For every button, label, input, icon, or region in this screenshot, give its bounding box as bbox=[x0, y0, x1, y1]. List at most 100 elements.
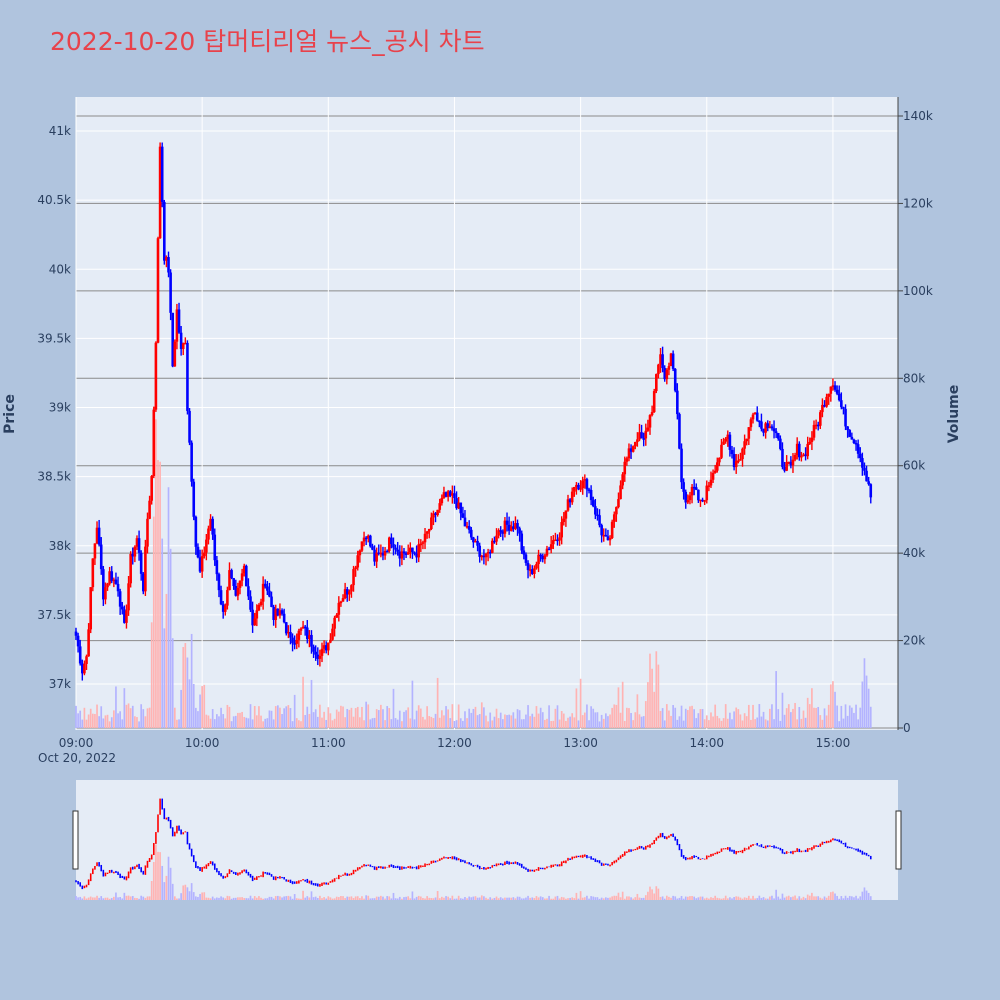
candle-body bbox=[320, 648, 324, 656]
candle-body bbox=[327, 642, 330, 651]
candle-body bbox=[377, 552, 381, 554]
candle-body bbox=[793, 455, 797, 460]
volume-bar bbox=[504, 714, 506, 728]
candle-body bbox=[419, 543, 423, 546]
volume-bar bbox=[369, 719, 372, 728]
slider-volume-bar bbox=[790, 897, 792, 900]
volume-bar bbox=[853, 712, 855, 728]
slider-volume-bar bbox=[821, 898, 824, 900]
range-slider-background[interactable] bbox=[76, 780, 898, 900]
volume-bar bbox=[792, 708, 794, 728]
candle-body bbox=[436, 509, 439, 516]
candle-body bbox=[484, 553, 488, 558]
candle-body bbox=[785, 462, 788, 471]
slider-volume-bar bbox=[377, 896, 380, 900]
candle-body bbox=[827, 393, 831, 397]
slider-volume-bar bbox=[636, 893, 639, 900]
candle-body bbox=[814, 424, 818, 427]
slider-volume-bar bbox=[527, 895, 529, 900]
volume-bar bbox=[171, 638, 174, 728]
slider-volume-bar bbox=[552, 898, 555, 900]
volume-bar bbox=[285, 706, 288, 728]
candle-body bbox=[89, 587, 93, 630]
candle-body bbox=[512, 526, 515, 529]
volume-bar bbox=[762, 711, 765, 728]
slider-volume-bar bbox=[239, 897, 241, 900]
volume-bar bbox=[617, 687, 620, 728]
volume-bar bbox=[607, 716, 609, 728]
volume-bar bbox=[535, 706, 538, 728]
candle-body bbox=[415, 553, 418, 558]
candle-body bbox=[297, 630, 301, 640]
volume-bar bbox=[815, 707, 817, 728]
candle-body bbox=[539, 554, 542, 557]
volume-bar bbox=[478, 714, 481, 728]
candle-body bbox=[631, 446, 635, 452]
volume-bar bbox=[676, 719, 679, 728]
volume-bar bbox=[869, 706, 872, 728]
candle-body bbox=[87, 629, 90, 657]
slider-volume-bar bbox=[232, 897, 235, 900]
candle-body bbox=[238, 580, 242, 588]
slider-volume-bar bbox=[756, 898, 759, 900]
candle-body bbox=[446, 491, 450, 497]
slider-volume-bar bbox=[708, 898, 710, 900]
volume-bar bbox=[100, 706, 103, 728]
slider-volume-bar bbox=[169, 867, 172, 900]
volume-bar bbox=[462, 720, 464, 728]
slider-volume-bar bbox=[594, 897, 597, 900]
volume-bar bbox=[470, 712, 473, 728]
candle-body bbox=[564, 510, 568, 519]
volume-bar bbox=[283, 708, 285, 728]
slider-volume-bar bbox=[224, 898, 227, 900]
candle-body bbox=[102, 569, 105, 600]
slider-volume-bar bbox=[779, 898, 782, 900]
volume-bar bbox=[487, 721, 489, 728]
slider-volume-bar bbox=[140, 895, 143, 900]
slider-volume-bar bbox=[697, 897, 700, 900]
range-slider-left-handle[interactable] bbox=[72, 810, 79, 870]
candle-body bbox=[205, 539, 208, 553]
volume-bar bbox=[693, 709, 695, 728]
volume-bar bbox=[422, 716, 424, 728]
candle-body bbox=[558, 537, 561, 541]
slider-volume-bar bbox=[258, 896, 260, 900]
slider-volume-bar bbox=[129, 896, 132, 900]
candle-body bbox=[173, 341, 177, 367]
slider-volume-bar bbox=[842, 898, 845, 900]
slider-volume-bar bbox=[693, 896, 695, 900]
volume-bar bbox=[674, 707, 677, 728]
slider-volume-bar bbox=[672, 895, 674, 900]
volume-bar bbox=[140, 704, 143, 728]
volume-bar bbox=[104, 715, 107, 728]
time-axis: 09:00 10:00 11:00 12:00 13:00 14:00 15:00 bbox=[59, 736, 851, 750]
range-slider-right-handle[interactable] bbox=[895, 810, 902, 870]
candle-body bbox=[692, 486, 696, 489]
candle-body bbox=[144, 546, 147, 592]
volume-bar bbox=[468, 708, 471, 728]
volume-bar bbox=[363, 720, 365, 728]
candle-body bbox=[680, 448, 683, 483]
slider-volume-bar bbox=[354, 896, 357, 900]
candle-body bbox=[181, 343, 185, 349]
candle-body bbox=[488, 552, 492, 554]
candle-body bbox=[226, 590, 229, 606]
volume-bar bbox=[125, 704, 128, 728]
slider-volume-bar bbox=[834, 893, 836, 900]
volume-bar bbox=[491, 720, 494, 728]
volume-bar bbox=[644, 701, 647, 728]
slider-volume-bar bbox=[220, 896, 222, 900]
chart-title: 2022-10-20 탑머티리얼 뉴스_공시 차트 bbox=[50, 27, 485, 56]
slider-volume-bar bbox=[590, 896, 592, 900]
slider-volume-bar bbox=[451, 895, 454, 900]
volume-bar bbox=[453, 720, 456, 728]
volume-bar bbox=[514, 718, 517, 728]
volume-bar bbox=[689, 706, 691, 728]
volume-bar bbox=[87, 714, 90, 728]
candle-body bbox=[486, 552, 490, 554]
slider-volume-bar bbox=[308, 897, 311, 900]
candle-body bbox=[375, 552, 378, 562]
candle-body bbox=[261, 583, 265, 602]
volume-bar bbox=[441, 710, 443, 728]
volume-bar bbox=[638, 714, 641, 728]
